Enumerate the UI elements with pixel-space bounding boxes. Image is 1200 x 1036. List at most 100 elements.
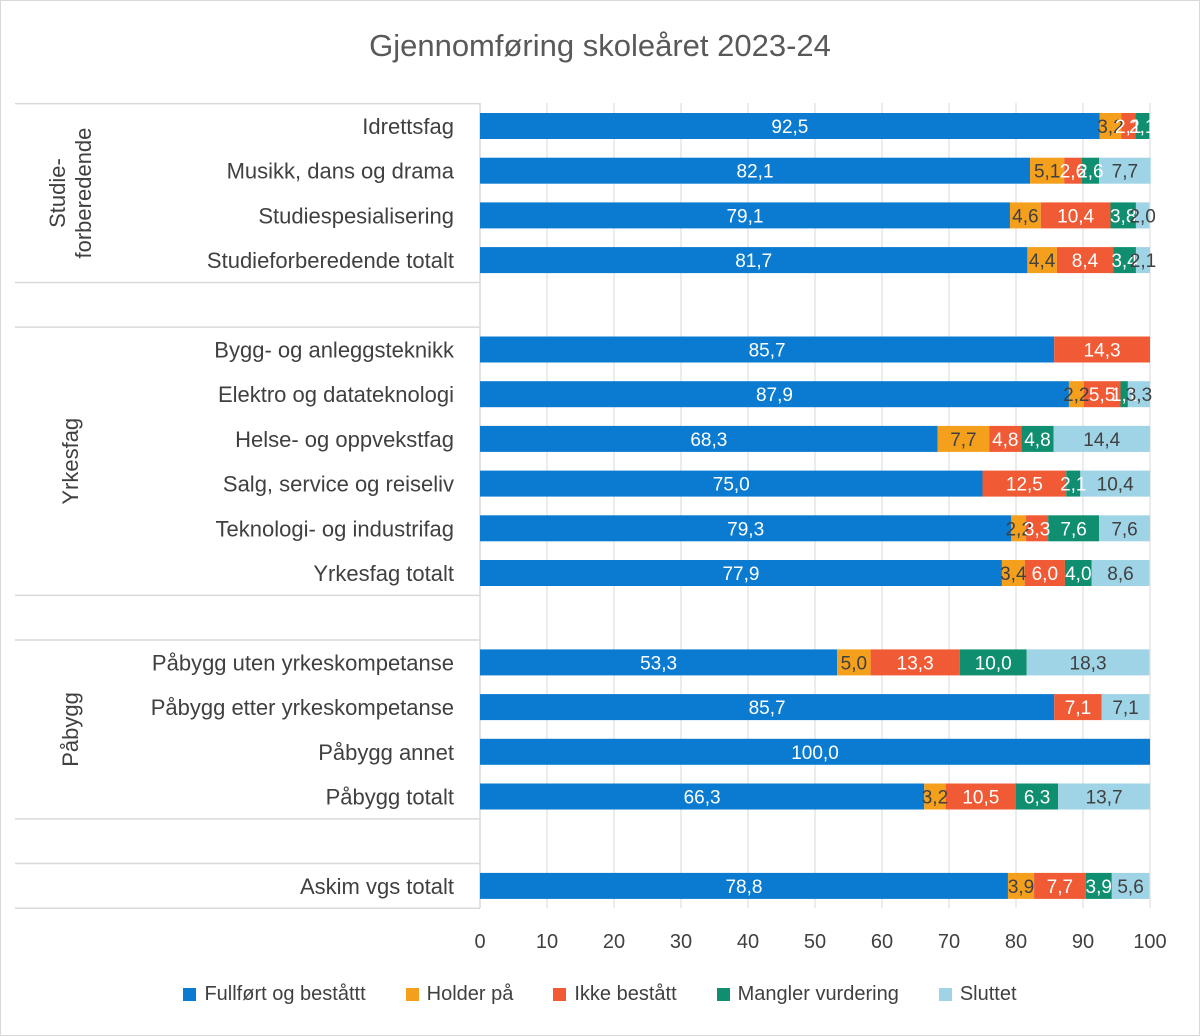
data-label: 6,0 bbox=[1032, 564, 1058, 585]
bar-segment bbox=[1066, 470, 1081, 497]
bar-segment bbox=[1080, 470, 1150, 497]
bar-segment bbox=[1026, 649, 1150, 676]
bar-segment bbox=[989, 425, 1022, 452]
category-label: Påbygg uten yrkeskompetanse bbox=[152, 650, 454, 675]
legend-item: Ikke bestått bbox=[553, 983, 677, 1006]
bar-segment bbox=[1111, 872, 1150, 899]
bar-segment bbox=[480, 649, 838, 676]
data-label: 68,3 bbox=[690, 430, 727, 451]
x-tick-label: 0 bbox=[474, 931, 485, 953]
data-label: 6,3 bbox=[1024, 788, 1050, 809]
bar-segment bbox=[1056, 247, 1114, 274]
bar-segment bbox=[1001, 560, 1025, 586]
data-label: 3,8 bbox=[1110, 206, 1136, 227]
data-label: 4,8 bbox=[1024, 430, 1050, 451]
data-label: 4,4 bbox=[1029, 251, 1056, 272]
data-label: 3,9 bbox=[1086, 877, 1112, 898]
category-label: Elektro og datateknologi bbox=[218, 382, 454, 407]
x-tick-label: 60 bbox=[871, 931, 893, 953]
x-tick-label: 20 bbox=[603, 931, 625, 953]
bar-segment bbox=[1099, 157, 1151, 184]
bar-segment bbox=[1027, 247, 1057, 274]
bar-segment bbox=[480, 738, 1150, 765]
bar-segment bbox=[1113, 247, 1136, 274]
data-label: 2,1 bbox=[1129, 117, 1155, 138]
data-label: 7,7 bbox=[950, 430, 976, 451]
legend-label: Fullført og beståttt bbox=[204, 983, 366, 1005]
bar-segment bbox=[1054, 336, 1150, 363]
legend-label: Sluttet bbox=[959, 983, 1017, 1005]
legend-swatch bbox=[553, 988, 567, 1001]
bar-segment bbox=[1048, 515, 1100, 542]
bar-segment bbox=[480, 202, 1010, 229]
data-label: 7,7 bbox=[1112, 162, 1138, 183]
x-tick-label: 50 bbox=[804, 931, 826, 953]
bar-segment bbox=[1099, 113, 1122, 139]
data-label: 66,3 bbox=[684, 788, 721, 809]
legend-swatch bbox=[405, 988, 419, 1001]
data-label: 85,7 bbox=[749, 698, 786, 719]
group-label: Påbygg bbox=[58, 692, 83, 767]
bar-segment bbox=[1030, 157, 1065, 184]
bar-segment bbox=[480, 783, 925, 810]
legend-label: Holder på bbox=[426, 983, 514, 1005]
x-tick-label: 80 bbox=[1005, 931, 1027, 953]
category-label: Salg, service og reiseliv bbox=[223, 472, 454, 497]
data-label: 10,4 bbox=[1057, 206, 1094, 227]
bar-segment bbox=[1026, 515, 1049, 542]
data-label: 2,2 bbox=[1005, 519, 1031, 540]
bar-segment bbox=[480, 336, 1055, 363]
data-label: 2,6 bbox=[1077, 162, 1103, 183]
data-label: 13,3 bbox=[897, 653, 934, 674]
data-label: 100,0 bbox=[791, 743, 839, 764]
bar-segment bbox=[959, 649, 1027, 676]
bar-segment bbox=[1083, 381, 1121, 408]
data-label: 7,6 bbox=[1111, 519, 1137, 540]
data-label: 92,5 bbox=[771, 117, 808, 138]
bar-segment bbox=[480, 872, 1008, 899]
data-label: 4,6 bbox=[1012, 206, 1038, 227]
bar-segment bbox=[1007, 872, 1035, 899]
data-label: 2,1 bbox=[1115, 117, 1141, 138]
bar-segment bbox=[1121, 113, 1136, 139]
category-label: Påbygg totalt bbox=[326, 785, 454, 810]
legend-swatch bbox=[938, 988, 952, 1001]
bar-segment bbox=[480, 560, 1002, 586]
category-label: Helse- og oppvekstfag bbox=[235, 427, 454, 452]
data-label: 7,7 bbox=[1047, 877, 1073, 898]
bar-segment bbox=[870, 649, 960, 676]
data-label: 77,9 bbox=[722, 564, 759, 585]
bar-segment bbox=[1011, 515, 1027, 542]
data-label: 75,0 bbox=[713, 475, 750, 496]
bar-segment bbox=[982, 470, 1067, 497]
data-label: 2,0 bbox=[1129, 206, 1155, 227]
bar-segment bbox=[1024, 560, 1065, 586]
bar-segment bbox=[1016, 783, 1059, 810]
bar-segment bbox=[1040, 202, 1111, 229]
bar-segment bbox=[924, 783, 946, 810]
legend-swatch bbox=[716, 988, 730, 1001]
data-label: 5,1 bbox=[1034, 162, 1060, 183]
data-label: 7,1 bbox=[1065, 698, 1091, 719]
data-label: 4,8 bbox=[992, 430, 1018, 451]
bar-segment bbox=[837, 649, 871, 676]
data-label: 10,5 bbox=[962, 788, 999, 809]
data-label: 10,4 bbox=[1097, 475, 1134, 496]
x-tick-label: 70 bbox=[938, 931, 960, 953]
legend-item: Holder på bbox=[405, 983, 514, 1006]
x-tick-label: 30 bbox=[670, 931, 692, 953]
data-label: 4,0 bbox=[1065, 564, 1091, 585]
bar-segment bbox=[480, 425, 938, 452]
bar-segment bbox=[1135, 113, 1150, 139]
data-label: 3,3 bbox=[1024, 519, 1050, 540]
data-label: 1,1 bbox=[1111, 385, 1137, 406]
data-label: 18,3 bbox=[1070, 653, 1107, 674]
category-label: Påbygg etter yrkeskompetanse bbox=[151, 695, 454, 720]
data-label: 3,2 bbox=[922, 788, 948, 809]
chart-title: Gjennomføring skoleåret 2023-24 bbox=[369, 28, 831, 63]
data-label: 3,9 bbox=[1008, 877, 1034, 898]
legend-swatch bbox=[183, 988, 197, 1001]
legend-label: Mangler vurdering bbox=[737, 983, 899, 1005]
data-label: 85,7 bbox=[749, 341, 786, 362]
bar-segment bbox=[1081, 157, 1100, 184]
